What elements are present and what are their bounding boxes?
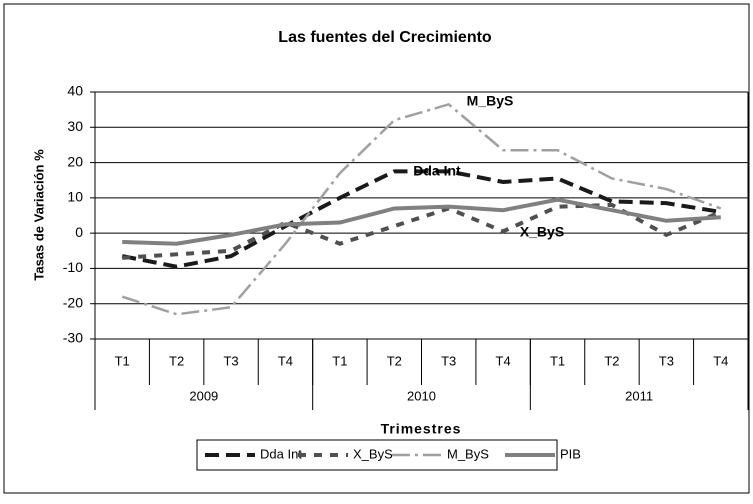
x-axis-label: Trimestres [381, 421, 462, 437]
series-line [122, 202, 722, 260]
y-tick-label: 40 [67, 83, 83, 99]
annotation: M_ByS [467, 93, 514, 109]
legend-label: PIB [560, 446, 581, 461]
y-axis-label: Tasas de Variación % [31, 149, 46, 281]
series-line [121, 169, 722, 269]
x-tick-label: T1 [115, 353, 130, 368]
year-label: 2009 [189, 388, 218, 403]
x-tick-label: T1 [550, 353, 565, 368]
legend-label: X_ByS [353, 446, 393, 461]
y-tick-label: 10 [67, 189, 83, 205]
legend-label: Dda Int [260, 446, 302, 461]
legend-box [196, 439, 558, 471]
x-tick-label: T3 [441, 353, 456, 368]
x-tick-label: T1 [332, 353, 347, 368]
x-tick-label: T2 [387, 353, 402, 368]
y-tick-label: -20 [63, 294, 83, 310]
legend-label: M_ByS [447, 446, 489, 461]
y-tick-label: 20 [67, 153, 83, 169]
y-tick-label: 0 [75, 224, 83, 240]
x-tick-label: T3 [659, 353, 674, 368]
y-tick-label: -30 [63, 330, 83, 346]
x-tick-label: T4 [713, 353, 728, 368]
x-tick-label: T2 [169, 353, 184, 368]
year-label: 2011 [625, 388, 653, 403]
x-tick-label: T3 [223, 353, 238, 368]
y-tick-label: -10 [63, 259, 83, 275]
chart-title: Las fuentes del Crecimiento [278, 29, 492, 46]
year-label: 2010 [407, 388, 436, 403]
series-line [121, 102, 722, 316]
x-tick-label: T4 [278, 353, 293, 368]
x-tick-label: T4 [496, 353, 511, 368]
chart-border [3, 3, 750, 494]
x-tick-label: T2 [604, 353, 619, 368]
annotation: X_ByS [520, 224, 564, 240]
series-line [122, 197, 721, 246]
y-tick-label: 30 [67, 118, 83, 134]
annotation: Dda Int [413, 163, 461, 179]
